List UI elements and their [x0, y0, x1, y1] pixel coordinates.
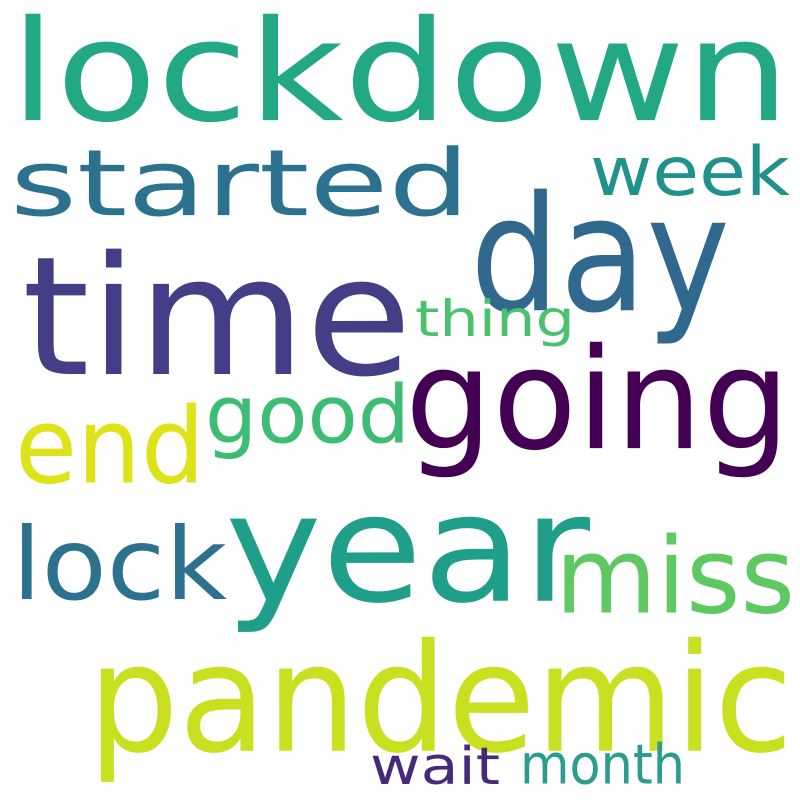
word-pandemic: pandemic	[88, 612, 793, 787]
word-day: day	[470, 161, 730, 349]
word-month: month	[520, 732, 685, 798]
word-year: year	[225, 462, 590, 637]
word-going: going	[405, 318, 790, 482]
word-week: week	[590, 132, 790, 212]
word-lock: lock	[12, 506, 227, 623]
word-wait: wait	[370, 735, 500, 797]
word-time: time	[22, 220, 412, 414]
word-end: end	[15, 386, 205, 509]
word-started: started	[10, 129, 470, 238]
word-miss: miss	[555, 516, 795, 639]
word-good: good	[205, 368, 410, 462]
word-thing: thing	[415, 290, 575, 349]
word-lockdown: lockdown	[10, 0, 790, 154]
